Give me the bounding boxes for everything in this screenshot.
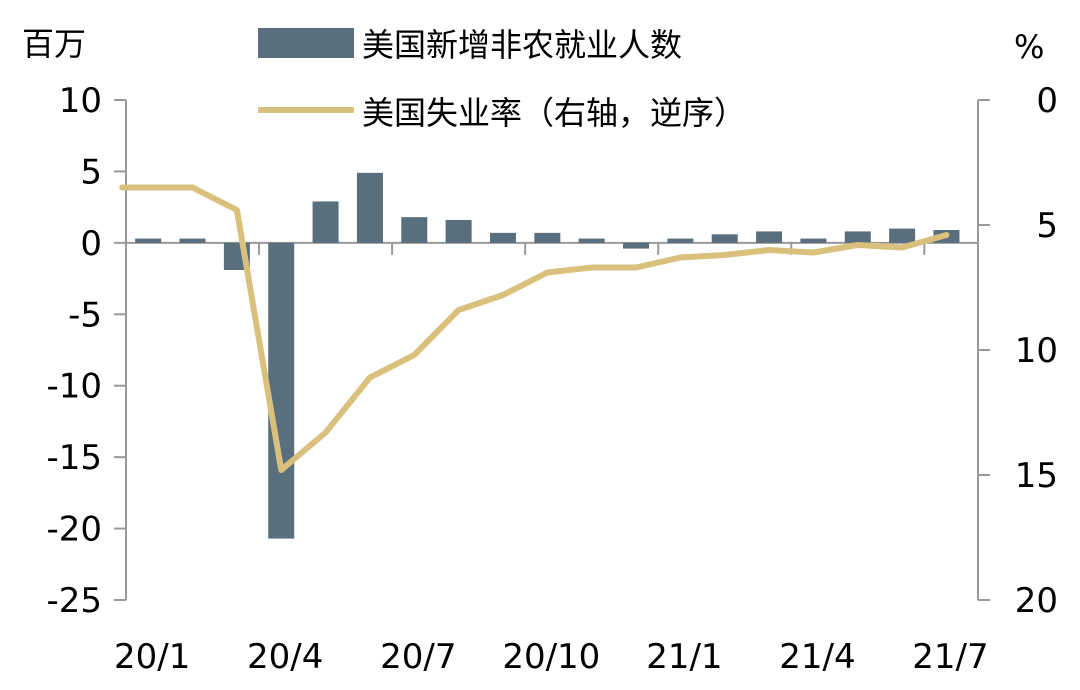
x-tick-label: 20/1 <box>114 637 190 677</box>
x-tick-label: 20/7 <box>380 637 456 677</box>
bar-20/2 <box>179 238 206 243</box>
bar-20/11 <box>578 238 605 243</box>
right-axis-ticks: 0 5 10 15 20 <box>978 81 1058 621</box>
bar-20/8 <box>445 220 472 243</box>
unemployment-line <box>119 184 950 473</box>
x-axis-ticks: 20/1 20/4 20/7 20/10 21/1 21/4 21/7 <box>114 242 989 677</box>
bar-21/5 <box>844 231 871 243</box>
bar-20/7 <box>401 217 428 243</box>
left-tick-label: -10 <box>46 367 102 407</box>
left-tick-label: -25 <box>46 581 102 621</box>
bar-20/12 <box>623 242 650 249</box>
x-tick-label: 21/4 <box>779 637 855 677</box>
left-tick-label: -5 <box>68 295 102 335</box>
bar-21/2 <box>711 234 738 243</box>
bar-21/6 <box>889 228 916 243</box>
left-tick-label: 0 <box>80 224 102 264</box>
right-tick-label: 10 <box>1015 331 1058 371</box>
legend-line-label: 美国失业率（右轴，逆序） <box>362 94 746 132</box>
left-tick-label: 5 <box>80 152 102 192</box>
bar-20/9 <box>489 232 516 243</box>
bar-21/3 <box>756 231 783 243</box>
legend-bar-swatch <box>258 28 354 58</box>
legend-bar-label: 美国新增非农就业人数 <box>362 26 682 64</box>
bar-20/6 <box>356 172 383 243</box>
left-tick-label: -15 <box>46 438 102 478</box>
bar-series <box>135 172 960 539</box>
axes <box>125 100 979 600</box>
bar-20/4 <box>268 242 295 539</box>
left-axis-ticks: 10 5 0 -5 -10 -15 -20 -25 <box>46 81 126 621</box>
line-series <box>119 184 950 473</box>
left-tick-label: 10 <box>59 81 102 121</box>
right-tick-label: 20 <box>1015 581 1058 621</box>
bar-20/1 <box>135 238 162 243</box>
bar-21/1 <box>667 238 694 243</box>
left-axis-unit: 百万 <box>22 25 86 63</box>
right-tick-label: 15 <box>1015 456 1058 496</box>
x-tick-label: 21/1 <box>646 637 722 677</box>
bar-21/4 <box>800 238 827 243</box>
left-tick-label: -20 <box>46 510 102 550</box>
right-tick-label: 0 <box>1036 81 1058 121</box>
legend: 美国新增非农就业人数 美国失业率（右轴，逆序） <box>258 26 746 132</box>
x-tick-label: 20/4 <box>247 637 323 677</box>
right-axis-unit: % <box>1014 28 1044 66</box>
bar-20/5 <box>312 201 339 243</box>
bar-20/10 <box>534 232 561 243</box>
x-tick-label: 21/7 <box>912 637 988 677</box>
right-tick-label: 5 <box>1036 206 1058 246</box>
x-tick-label: 20/10 <box>502 637 600 677</box>
